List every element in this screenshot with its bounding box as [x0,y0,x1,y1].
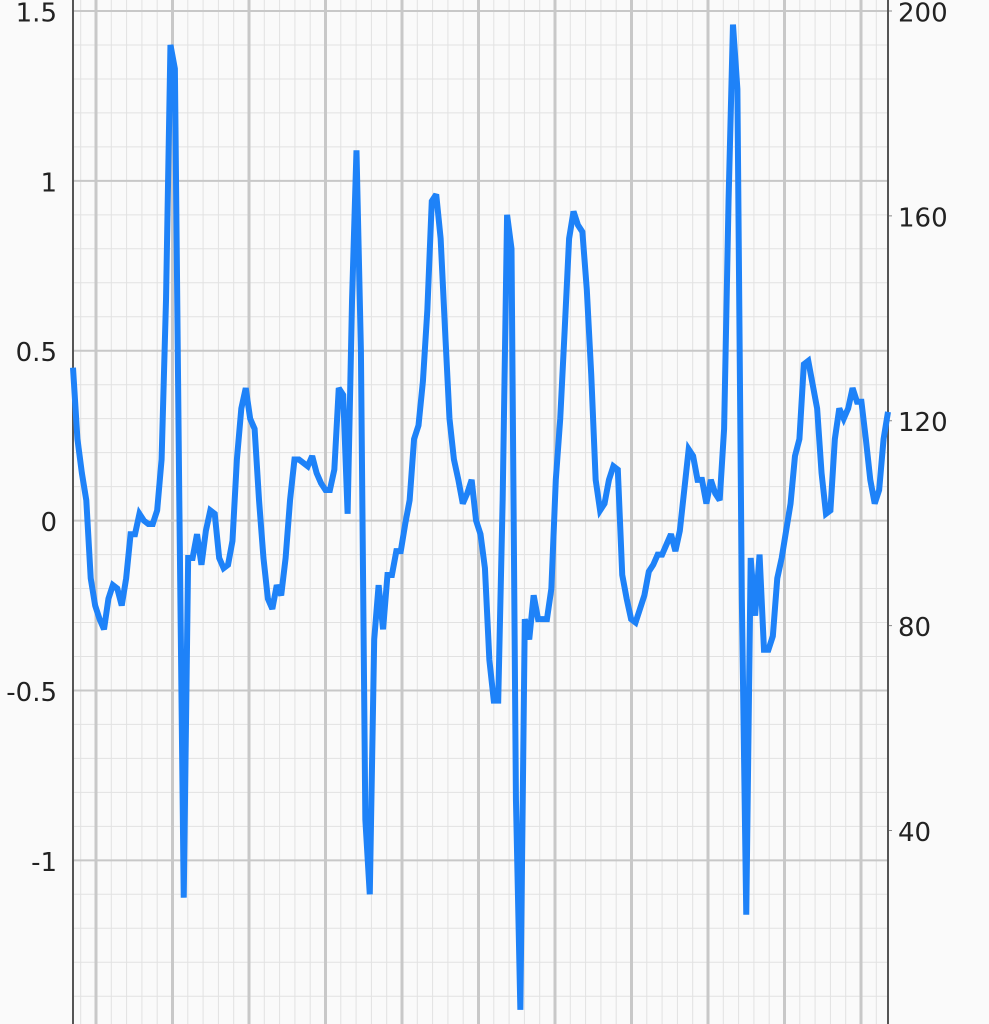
y2-tick-label: 120 [898,408,948,438]
y2-tick-label: 80 [898,613,931,643]
y-tick-label: 0.5 [16,338,57,368]
y2-tick-label: 40 [898,818,931,848]
y-tick-label: -1 [31,848,57,878]
y2-tick-label: 160 [898,203,948,233]
y-tick-label: 1 [40,168,57,198]
y-tick-label: 0 [40,508,57,538]
y-tick-label: -0.5 [6,678,57,708]
y-tick-label: 1.5 [16,0,57,29]
data-line [70,24,891,1010]
y2-tick-label: 200 [898,0,948,29]
